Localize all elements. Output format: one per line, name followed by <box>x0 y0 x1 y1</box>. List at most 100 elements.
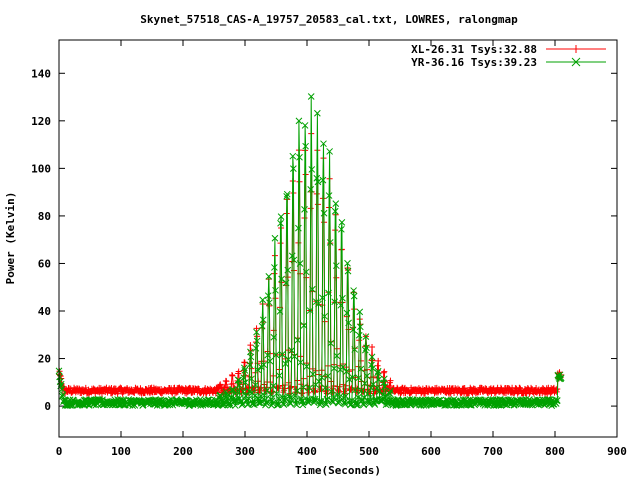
data-point <box>381 383 389 391</box>
data-point <box>263 399 270 406</box>
data-point <box>353 399 361 407</box>
data-point <box>447 390 454 397</box>
data-point <box>319 176 327 184</box>
data-point <box>547 390 554 397</box>
chart-title: Skynet_57518_CAS-A_19757_20583_cal.txt, … <box>140 13 518 26</box>
data-point <box>350 287 357 294</box>
data-point <box>291 353 298 360</box>
data-point <box>331 298 339 306</box>
data-point <box>380 375 388 383</box>
data-point <box>59 391 67 398</box>
data-point <box>282 360 289 368</box>
data-point <box>329 397 336 405</box>
data-point <box>363 344 370 352</box>
data-point <box>257 399 264 407</box>
data-point <box>355 374 362 382</box>
y-tick-label: 60 <box>38 257 51 270</box>
data-point <box>249 400 256 408</box>
x-tick-label: 100 <box>111 445 131 458</box>
data-point <box>320 140 327 148</box>
data-point <box>336 393 344 401</box>
data-point <box>238 401 246 409</box>
data-point <box>327 388 335 395</box>
data-point <box>320 209 328 217</box>
data-point <box>271 264 278 271</box>
data-point <box>293 401 301 409</box>
data-point <box>58 392 66 400</box>
data-point <box>173 389 180 396</box>
series-layer <box>55 93 565 409</box>
data-point <box>117 384 124 391</box>
data-point <box>344 267 352 275</box>
data-point <box>333 352 341 360</box>
data-point <box>293 387 301 395</box>
data-point <box>344 259 351 267</box>
data-point <box>272 351 280 359</box>
data-point <box>231 402 239 409</box>
data-point <box>315 378 323 385</box>
data-point <box>314 178 322 186</box>
data-point <box>345 319 352 327</box>
data-point <box>306 307 314 314</box>
y-tick-label: 40 <box>38 305 51 318</box>
data-point <box>330 365 338 372</box>
x-tick-label: 600 <box>421 445 441 458</box>
data-point <box>248 375 255 383</box>
data-point <box>301 206 308 213</box>
data-point <box>506 385 513 392</box>
data-point <box>305 399 312 406</box>
data-point <box>265 272 273 280</box>
data-point <box>314 109 321 117</box>
data-point <box>276 372 283 379</box>
data-point <box>71 384 78 391</box>
data-point <box>234 388 241 395</box>
data-point <box>319 294 326 302</box>
data-point <box>349 373 356 381</box>
y-tick-label: 80 <box>38 210 51 223</box>
plot-frame <box>58 39 618 438</box>
x-tick-label: 800 <box>545 445 565 458</box>
data-point <box>247 353 255 361</box>
data-point <box>58 385 66 393</box>
data-point <box>246 361 254 369</box>
data-point <box>496 388 503 395</box>
data-point <box>317 397 325 405</box>
data-point <box>351 346 359 353</box>
data-point <box>259 316 267 324</box>
data-point <box>258 322 266 330</box>
data-point <box>300 322 308 329</box>
data-point <box>296 260 304 267</box>
data-point <box>266 357 274 365</box>
data-point <box>306 384 313 392</box>
data-point <box>239 388 247 396</box>
y-tick-label: 140 <box>31 67 51 80</box>
data-point <box>307 93 315 100</box>
data-point <box>309 370 317 378</box>
data-point <box>302 268 310 276</box>
data-point <box>331 207 339 215</box>
data-point <box>285 393 293 400</box>
data-point <box>315 300 322 308</box>
data-point <box>316 401 324 409</box>
data-point <box>374 369 381 377</box>
legend-marker-yr <box>571 57 581 67</box>
y-axis-ticks: 0 20 40 60 80 100 120 140 <box>31 67 617 413</box>
data-point <box>282 279 290 287</box>
data-point <box>277 219 284 227</box>
data-point <box>317 385 324 392</box>
data-point <box>253 337 261 345</box>
y-tick-label: 0 <box>44 400 51 413</box>
data-point <box>553 388 560 395</box>
data-point <box>330 393 337 401</box>
x-tick-label: 500 <box>359 445 379 458</box>
data-point <box>343 368 350 375</box>
data-point <box>305 389 312 396</box>
data-point <box>274 399 282 406</box>
x-tick-label: 900 <box>607 445 627 458</box>
data-point <box>302 142 309 150</box>
data-point <box>350 292 358 300</box>
data-point <box>229 372 236 379</box>
data-point <box>254 366 262 374</box>
x-tick-label: 0 <box>56 445 63 458</box>
data-point <box>357 365 365 373</box>
